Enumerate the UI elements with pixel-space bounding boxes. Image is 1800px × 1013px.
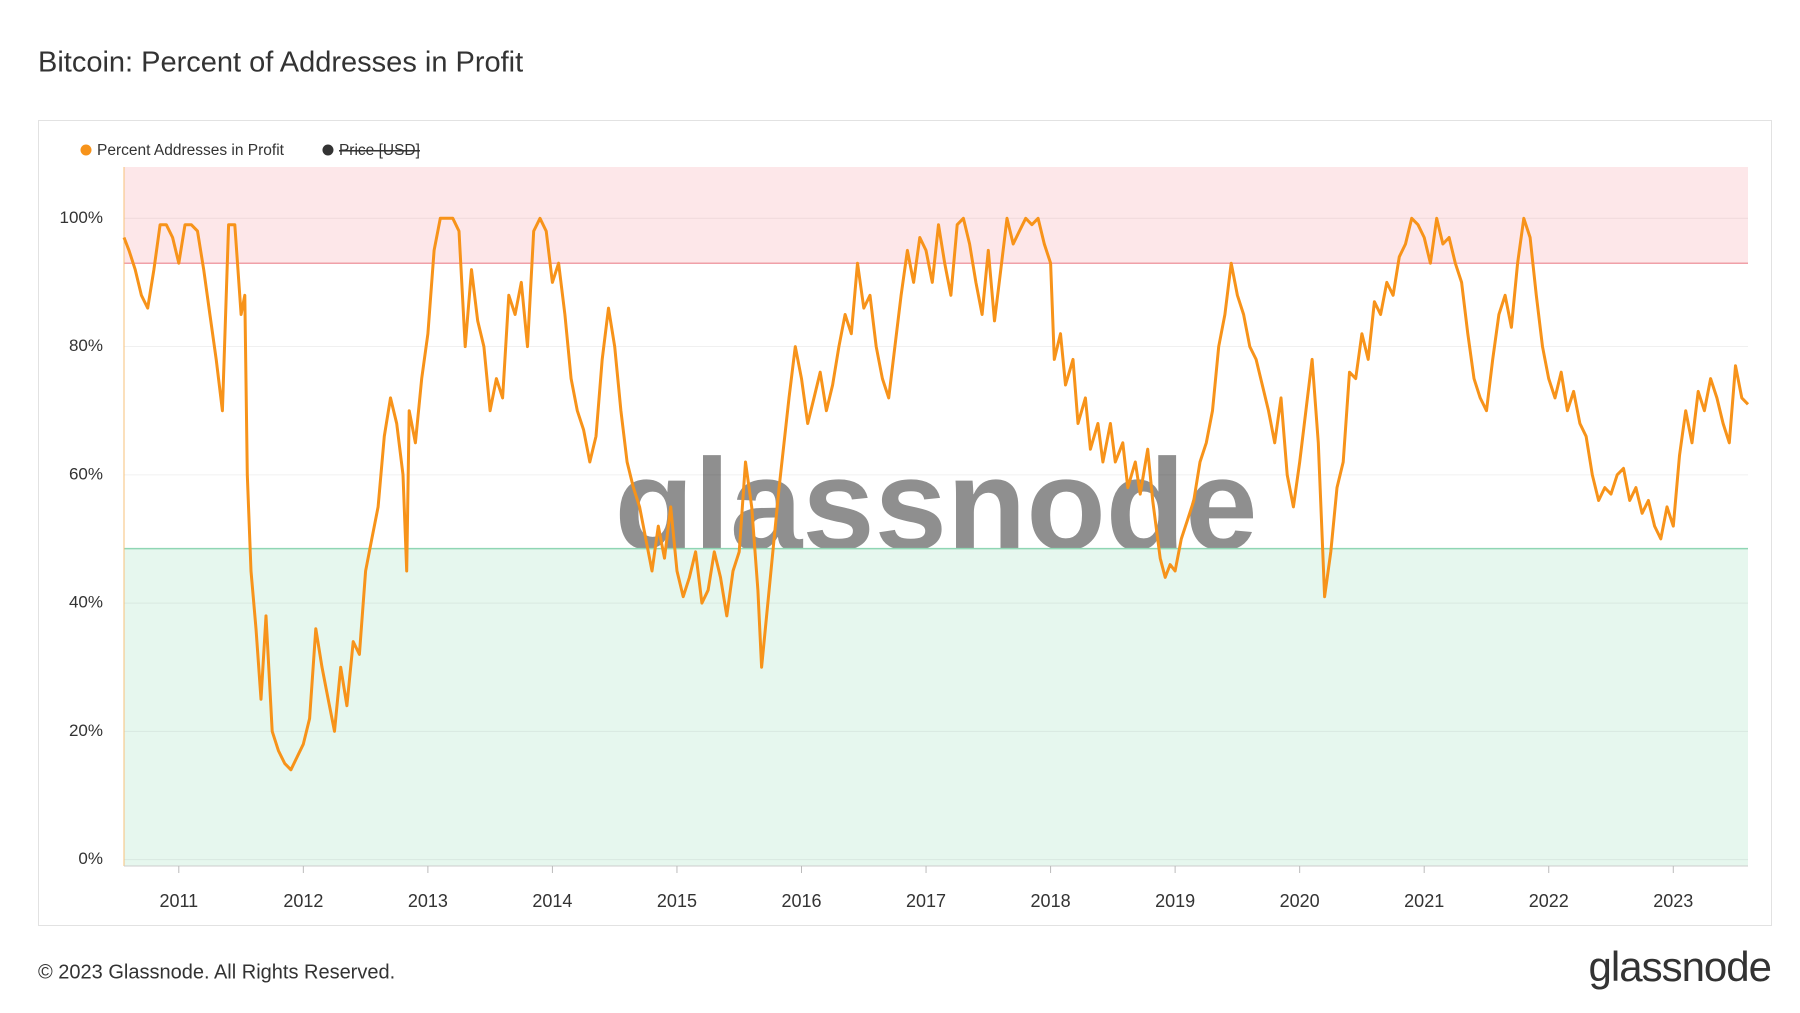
x-tick-label: 2020 (1280, 891, 1320, 911)
chart-title: Bitcoin: Percent of Addresses in Profit (38, 47, 523, 79)
series-line (122, 216, 1750, 772)
legend-marker (322, 144, 334, 156)
y-tick-label: 40% (69, 593, 103, 612)
x-tick-label: 2015 (657, 891, 697, 911)
legend-label: Price [USD] (339, 142, 420, 159)
logo: glassnode (1589, 943, 1771, 990)
legend-label: Percent Addresses in Profit (97, 142, 285, 159)
x-tick-label: 2013 (408, 891, 448, 911)
footer: © 2023 Glassnode. All Rights Reserved. (38, 961, 395, 983)
x-tick-label: 2019 (1155, 891, 1195, 911)
x-tick-label: 2016 (781, 891, 821, 911)
y-tick-label: 100% (60, 208, 103, 227)
y-tick-label: 60% (69, 464, 103, 483)
x-tick-label: 2018 (1031, 891, 1071, 911)
x-tick-label: 2021 (1404, 891, 1444, 911)
panel (38, 120, 1772, 926)
y-tick-label: 0% (78, 849, 103, 868)
x-tick-label: 2017 (906, 891, 946, 911)
y-tick-label: 20% (69, 721, 103, 740)
y-tick-label: 80% (69, 336, 103, 355)
x-tick-label: 2023 (1653, 891, 1693, 911)
legend-marker (80, 144, 92, 156)
x-tick-label: 2014 (532, 891, 572, 911)
x-tick-label: 2022 (1529, 891, 1569, 911)
zone (124, 548, 1748, 866)
x-tick-label: 2012 (283, 891, 323, 911)
x-tick-label: 2011 (159, 891, 198, 911)
